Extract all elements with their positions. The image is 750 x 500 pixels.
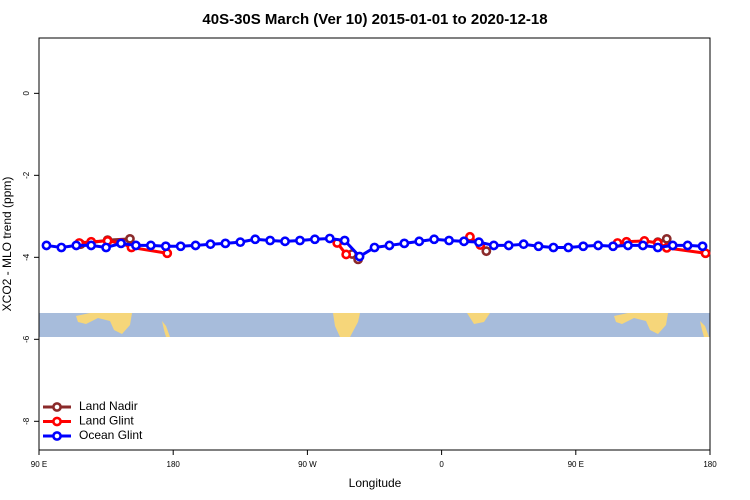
land-australia xyxy=(76,313,132,334)
point xyxy=(548,242,559,253)
x-tick-label: 180 xyxy=(167,460,181,469)
point xyxy=(473,237,484,248)
point xyxy=(638,240,648,251)
y-tick-label: -4 xyxy=(22,253,31,261)
point xyxy=(488,240,499,251)
x-tick-label: 180 xyxy=(703,460,717,469)
point xyxy=(444,235,454,246)
point xyxy=(116,238,126,249)
point xyxy=(86,240,97,251)
point xyxy=(71,240,82,251)
chart-title: 40S-30S March (Ver 10) 2015-01-01 to 202… xyxy=(202,11,547,28)
point xyxy=(265,235,276,246)
point xyxy=(682,240,693,251)
land-australia-2 xyxy=(614,313,668,334)
point xyxy=(125,233,135,244)
point xyxy=(341,249,352,260)
point xyxy=(459,236,469,247)
point xyxy=(652,242,663,253)
point xyxy=(145,240,156,251)
point xyxy=(578,241,589,252)
point xyxy=(697,241,708,252)
point xyxy=(205,239,216,250)
x-tick-label: 90 E xyxy=(31,460,47,469)
x-axis-label: Longitude xyxy=(349,476,402,490)
point xyxy=(175,241,186,252)
point xyxy=(235,237,246,248)
point xyxy=(593,240,604,251)
point xyxy=(384,240,395,251)
y-tick-label: 0 xyxy=(22,91,31,96)
point xyxy=(41,240,52,251)
x-tick-label: 0 xyxy=(439,460,444,469)
point xyxy=(131,240,141,251)
legend-marker xyxy=(52,431,62,441)
map-strip xyxy=(39,313,710,337)
point xyxy=(250,234,261,245)
legend-marker xyxy=(52,402,62,412)
legend-label: Ocean Glint xyxy=(79,428,143,442)
legend-label: Land Glint xyxy=(79,414,134,428)
plot-frame xyxy=(38,37,711,451)
point xyxy=(503,240,514,251)
x-tick-label: 90 E xyxy=(568,460,584,469)
legend-marker xyxy=(52,416,62,427)
point xyxy=(220,238,231,249)
point xyxy=(56,242,67,253)
point xyxy=(309,234,320,245)
point xyxy=(160,241,171,252)
land-nz-2 xyxy=(700,321,709,337)
point xyxy=(324,233,335,244)
point xyxy=(414,236,425,247)
point xyxy=(280,236,290,247)
point xyxy=(295,235,305,246)
land-africa xyxy=(467,313,490,324)
y-tick-label: -6 xyxy=(22,335,31,343)
point xyxy=(563,242,574,253)
point xyxy=(481,246,492,257)
point xyxy=(190,240,201,251)
point xyxy=(518,239,529,250)
point xyxy=(667,240,678,251)
point xyxy=(339,235,350,246)
point xyxy=(354,251,365,262)
point xyxy=(608,241,618,252)
point xyxy=(429,234,440,245)
series-line xyxy=(79,235,706,256)
point xyxy=(399,238,410,249)
point xyxy=(369,242,380,253)
ocean-band xyxy=(39,313,710,337)
land-south-america xyxy=(333,313,360,337)
x-tick-label: 90 W xyxy=(298,460,317,469)
legend-label: Land Nadir xyxy=(79,399,138,413)
point xyxy=(101,242,111,253)
y-tick-label: -2 xyxy=(22,171,31,179)
point xyxy=(533,241,544,252)
land-nz xyxy=(162,321,170,337)
point xyxy=(661,233,672,244)
y-axis-label: XCO2 - MLO trend (ppm) xyxy=(0,177,14,312)
point xyxy=(623,240,633,251)
y-tick-label: -8 xyxy=(22,417,31,425)
